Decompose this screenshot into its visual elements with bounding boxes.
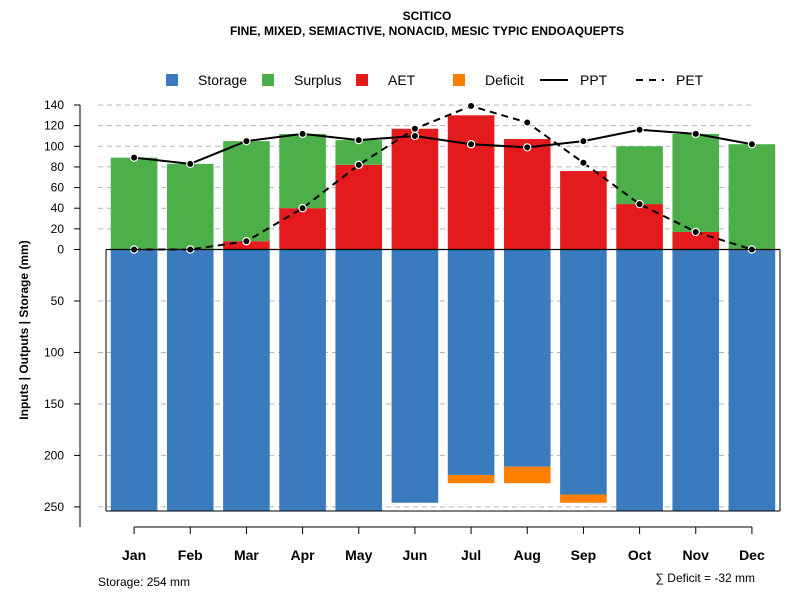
x-tick-label-jan: Jan	[122, 547, 146, 563]
bar-storage-oct	[616, 249, 663, 511]
axes: 0 20 40 60 80 100 120 140 50 100 150 200 250 Jan Feb Ma…	[44, 98, 781, 563]
ppt-point-nov	[691, 129, 700, 139]
bar-surplus-feb	[166, 163, 214, 250]
y-axis-label: Inputs | Outputs | Storage (mm)	[17, 240, 31, 419]
bar-aet-apr	[279, 208, 326, 250]
bar-storage-jul	[447, 249, 495, 475]
bar-storage-mar	[223, 249, 270, 511]
bar-storage-feb	[166, 249, 214, 511]
x-tick-label-sep: Sep	[571, 547, 597, 563]
bar-aet-oct	[616, 204, 663, 250]
legend-label-ppt: PPT	[580, 72, 608, 88]
ppt-point-sep	[579, 136, 588, 146]
ppt-point-dec	[747, 140, 757, 149]
legend: Storage Surplus AET Deficit PPT PET	[166, 72, 704, 88]
x-tick-label-aug: Aug	[514, 547, 541, 563]
y-tick-label-upper-20: 20	[51, 222, 65, 236]
y-tick-label-lower-50: 50	[51, 294, 65, 308]
x-tick-label-feb: Feb	[178, 547, 203, 563]
bar-storage-nov	[672, 249, 720, 511]
ppt-point-jul	[466, 140, 476, 149]
storage-footer: Storage: 254 mm	[98, 575, 190, 589]
bar-surplus-nov	[672, 133, 720, 232]
y-tick-label-lower-100: 100	[44, 345, 64, 359]
bar-aet-jun	[391, 128, 439, 250]
pet-point-aug	[523, 118, 532, 127]
legend-swatch-aet	[356, 74, 368, 86]
bars	[110, 115, 776, 511]
x-tick-label-dec: Dec	[739, 547, 765, 563]
bar-aet-may	[335, 164, 383, 250]
legend-swatch-surplus	[262, 74, 274, 86]
legend-label-deficit: Deficit	[485, 72, 524, 88]
pet-point-apr	[298, 204, 307, 213]
bar-storage-may	[335, 249, 383, 511]
bar-storage-dec	[728, 249, 776, 511]
chart-title: SCITICO	[403, 9, 452, 23]
bar-aet-sep	[560, 171, 607, 250]
pet-point-jul	[466, 101, 476, 111]
ppt-point-apr	[298, 129, 307, 139]
x-tick-label-jul: Jul	[461, 547, 481, 563]
y-tick-label-upper-120: 120	[44, 119, 64, 133]
legend-label-aet: AET	[388, 72, 416, 88]
bar-aet-aug	[503, 139, 551, 250]
bar-surplus-apr	[279, 133, 326, 209]
x-tick-label-nov: Nov	[683, 547, 710, 563]
y-tick-label-lower-150: 150	[44, 397, 64, 411]
x-tick-label-apr: Apr	[291, 547, 316, 563]
x-tick-label-jun: Jun	[402, 547, 427, 563]
ppt-point-jan	[129, 153, 139, 162]
bar-surplus-jan	[110, 157, 158, 250]
legend-swatch-storage	[166, 74, 178, 86]
deficit-footer: ∑ Deficit = -32 mm	[655, 571, 755, 585]
ppt-point-aug	[523, 143, 532, 152]
ppt-point-mar	[242, 136, 251, 146]
y-tick-label-upper-100: 100	[44, 139, 64, 153]
bar-aet-jul	[447, 115, 495, 250]
ppt-point-feb	[186, 159, 195, 169]
x-tick-label-oct: Oct	[628, 547, 652, 563]
x-tick-label-mar: Mar	[234, 547, 259, 563]
legend-label-storage: Storage	[198, 72, 247, 88]
bar-deficit-sep	[560, 494, 607, 503]
x-tick-label-may: May	[345, 547, 372, 563]
bar-storage-jun	[391, 249, 439, 503]
pet-point-sep	[579, 158, 588, 167]
y-tick-label-upper-80: 80	[51, 160, 65, 174]
ppt-point-oct	[635, 125, 644, 134]
chart-subtitle: FINE, MIXED, SEMIACTIVE, NONACID, MESIC …	[230, 24, 624, 38]
ppt-point-jun	[410, 131, 420, 141]
legend-label-surplus: Surplus	[294, 72, 341, 88]
pet-point-may	[354, 160, 363, 170]
y-tick-label-upper-0: 0	[57, 243, 64, 257]
y-tick-label-lower-200: 200	[44, 448, 64, 462]
y-tick-label-lower-250: 250	[44, 500, 64, 514]
pet-point-mar	[242, 237, 251, 246]
ppt-line	[133, 128, 753, 165]
bar-storage-jan	[110, 249, 158, 511]
legend-label-pet: PET	[676, 72, 704, 88]
y-tick-label-upper-60: 60	[51, 181, 65, 195]
bar-surplus-mar	[223, 141, 270, 242]
pet-point-oct	[635, 199, 644, 209]
bar-storage-apr	[279, 249, 326, 511]
y-tick-label-upper-140: 140	[44, 98, 64, 112]
lines	[129, 101, 757, 254]
ppt-point-may	[354, 135, 363, 145]
bar-surplus-dec	[728, 144, 776, 250]
bar-storage-sep	[560, 249, 607, 495]
pet-point-nov	[691, 227, 700, 237]
bar-surplus-oct	[616, 146, 663, 205]
bar-deficit-jul	[447, 474, 495, 484]
bar-storage-aug	[503, 249, 551, 467]
legend-swatch-deficit	[453, 74, 465, 86]
y-tick-label-upper-40: 40	[51, 201, 65, 215]
pet-point-jun	[410, 124, 420, 133]
bar-deficit-aug	[503, 466, 551, 484]
